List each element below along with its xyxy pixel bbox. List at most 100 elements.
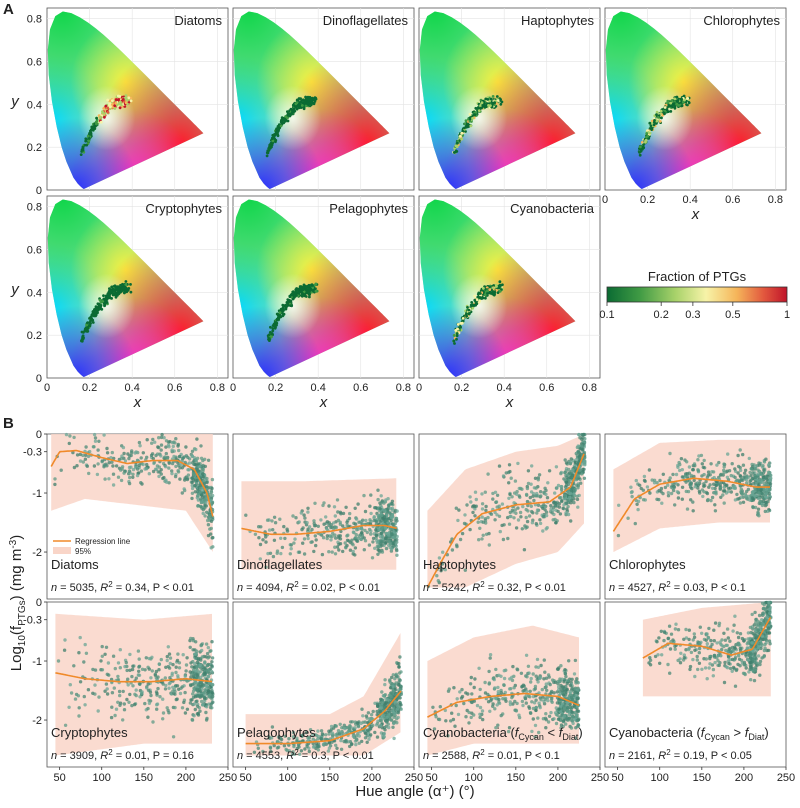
data-point (681, 100, 685, 104)
data-point (103, 689, 107, 693)
data-point (96, 307, 99, 311)
data-point (374, 533, 378, 537)
data-point (73, 697, 78, 701)
data-point (134, 450, 138, 454)
data-point (370, 556, 375, 560)
data-point (567, 467, 571, 472)
stat-eq: = (57, 582, 70, 594)
stat-p-value: P < 0.01 (153, 582, 194, 594)
data-point (196, 675, 200, 679)
data-point (87, 137, 91, 140)
data-point (730, 462, 734, 466)
data-point (384, 546, 389, 551)
data-point (657, 497, 661, 502)
data-point (379, 539, 383, 543)
data-point (194, 669, 198, 673)
data-point (307, 99, 310, 102)
data-point (195, 478, 199, 483)
data-point (206, 486, 210, 490)
data-point (565, 475, 569, 479)
data-point (122, 451, 126, 456)
data-point (337, 542, 341, 546)
data-point (496, 99, 500, 102)
data-point (768, 487, 772, 491)
data-point (680, 97, 683, 101)
data-point (634, 478, 638, 483)
data-point (365, 530, 369, 535)
data-point (189, 636, 193, 641)
data-point (111, 472, 116, 476)
stat-r2-value: 0.01 (125, 750, 146, 762)
data-point (205, 684, 209, 688)
data-point (744, 494, 748, 498)
data-point (180, 491, 184, 495)
data-point (258, 542, 263, 547)
data-point (685, 472, 689, 476)
data-point (64, 432, 69, 437)
data-point (582, 432, 586, 437)
panel-a-title: Diatoms (174, 13, 222, 28)
data-point (270, 332, 274, 335)
panel-b-title: Haptophytes (423, 557, 496, 572)
data-point (299, 97, 302, 101)
data-point (105, 446, 109, 451)
data-point (318, 532, 322, 536)
data-point (129, 283, 132, 286)
a-x-tick: 0.8 (210, 382, 225, 394)
data-point (514, 511, 518, 515)
data-point (293, 537, 297, 541)
data-point (454, 144, 458, 148)
a-x-tick: 0.6 (539, 382, 554, 394)
data-point (111, 464, 115, 468)
data-point (754, 475, 758, 480)
data-point (364, 518, 368, 523)
data-point (120, 290, 123, 293)
data-point (757, 461, 761, 465)
data-point (685, 460, 689, 464)
data-point (147, 656, 151, 661)
data-point (209, 532, 213, 536)
data-point (729, 473, 733, 478)
data-point (333, 552, 338, 556)
data-point (104, 682, 109, 686)
data-point (356, 502, 360, 506)
data-point (480, 515, 484, 519)
data-point (137, 440, 142, 445)
data-point (715, 463, 719, 467)
data-point (114, 98, 118, 101)
stat-sep: , (147, 582, 153, 594)
data-point (106, 661, 111, 665)
data-point (311, 289, 315, 293)
data-point (170, 471, 174, 476)
data-point (338, 522, 343, 526)
data-point (257, 536, 261, 540)
data-point (339, 738, 343, 743)
data-point (736, 464, 741, 469)
data-point (330, 550, 334, 554)
data-point (395, 519, 399, 523)
data-point (309, 540, 313, 544)
data-point (77, 651, 81, 655)
data-point (719, 472, 723, 477)
data-point (473, 294, 477, 298)
data-point (292, 541, 296, 545)
data-point (161, 711, 166, 715)
data-point (324, 733, 328, 737)
data-point (394, 547, 399, 551)
data-point (689, 473, 693, 478)
data-point (171, 685, 175, 689)
data-point (524, 492, 529, 497)
data-point (208, 513, 212, 517)
data-point (530, 521, 535, 525)
data-point (156, 675, 160, 679)
data-point (209, 490, 214, 494)
data-point (83, 457, 88, 461)
data-point (680, 497, 684, 501)
data-point (177, 687, 181, 691)
data-point (306, 536, 310, 541)
data-point (537, 473, 542, 477)
data-point (556, 483, 561, 488)
data-point (529, 490, 534, 494)
